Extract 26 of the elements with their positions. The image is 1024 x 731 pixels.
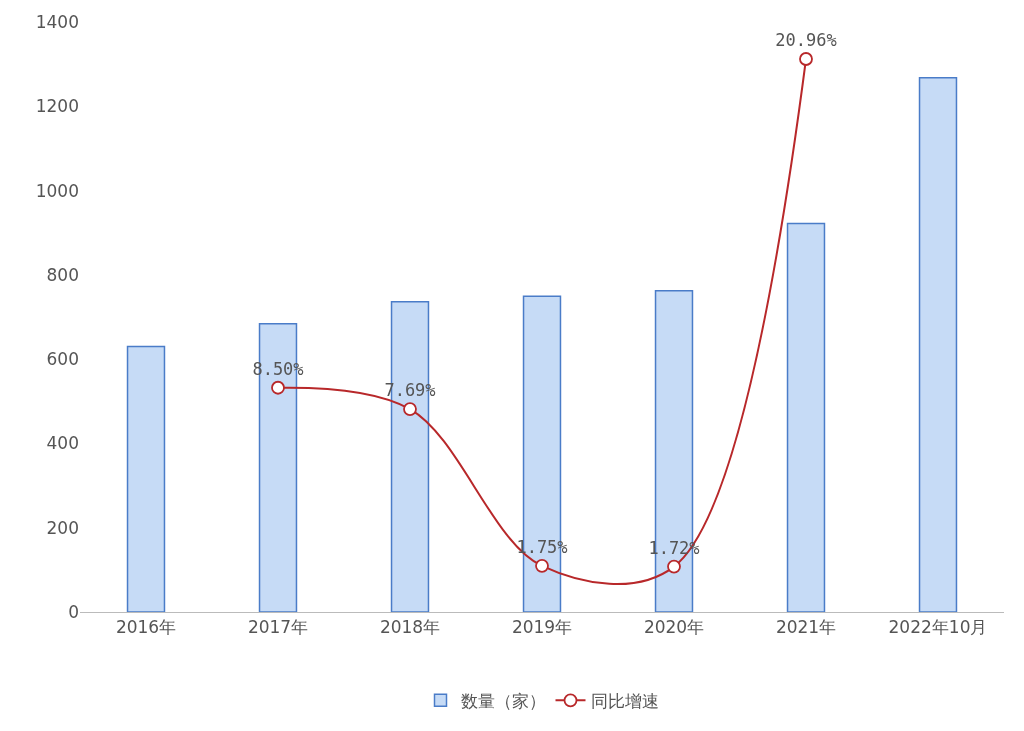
point (271, 380, 285, 395)
point (799, 52, 813, 66)
point (535, 558, 549, 573)
legend-label: 数量（家） (460, 690, 546, 711)
y-tick-label: 800 (46, 264, 79, 285)
bar (126, 345, 166, 612)
y-tick-label: 400 (46, 433, 79, 454)
y-tick-label: 600 (46, 349, 79, 370)
x-tick-label: 2017年 (247, 617, 309, 638)
x-tick-label: 2021年 (775, 617, 837, 638)
point (403, 402, 417, 416)
x-tick-label: 2016年 (115, 617, 177, 638)
bar (918, 76, 958, 612)
bar (786, 222, 826, 612)
x-tick-label: 2018年 (379, 617, 441, 638)
y-tick-label: 200 (46, 517, 79, 538)
y-tick-label: 1400 (35, 11, 79, 32)
x-tick-label: 2020年 (643, 617, 705, 638)
x-tick-label: 2019年 (511, 617, 573, 638)
y-tick-label: 1200 (35, 96, 79, 117)
y-tick-label: 0 (68, 601, 79, 622)
y-tick-label: 1000 (35, 180, 79, 201)
x-tick-label: 2022年10月 (888, 617, 988, 638)
point (667, 559, 681, 574)
data-label: 20.96% (775, 30, 837, 51)
legend-label: 同比增速 (590, 690, 659, 711)
